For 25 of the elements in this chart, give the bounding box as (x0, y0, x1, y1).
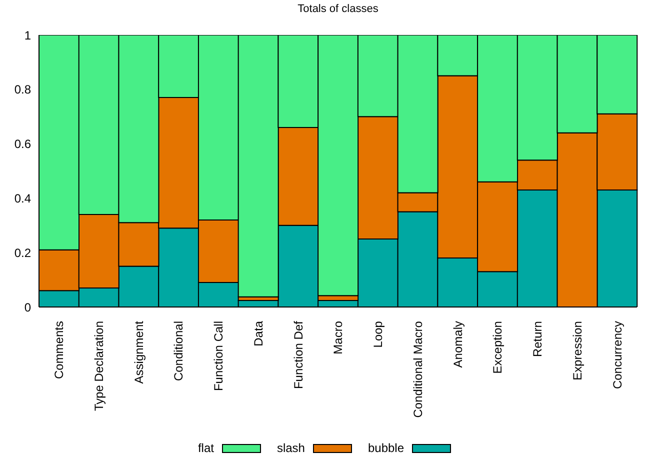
x-tick-label: Function Call (212, 321, 226, 392)
y-tick-label: 0.8 (14, 82, 32, 97)
y-tick-label: 0.4 (14, 191, 32, 206)
x-tick-label: Exception (490, 321, 505, 374)
y-tick-label: 1 (24, 28, 32, 42)
legend-label: slash (276, 441, 305, 455)
legend-label: bubble (368, 441, 404, 455)
x-tick-label: Loop (371, 320, 386, 348)
x-tick-label: Return (530, 321, 545, 358)
x-tick-label: Conditional Macro (410, 320, 425, 418)
x-tick-label: Assignment (132, 320, 146, 384)
y-tick-label: 0 (24, 300, 32, 314)
chart-title: Totals of classes (296, 3, 380, 15)
x-tick-label: Concurrency (610, 321, 624, 390)
x-tick-label: Function Def (291, 320, 306, 390)
y-tick-label: 0.2 (14, 246, 32, 260)
x-tick-label: Anomaly (450, 321, 465, 368)
y-tick-label: 0.6 (14, 137, 32, 152)
x-tick-label: Expression (570, 321, 584, 380)
x-tick-label: Macro (331, 320, 346, 354)
x-tick-label: Data (251, 320, 266, 346)
x-tick-label: Conditional (172, 321, 186, 382)
x-tick-label: Type Declaration (92, 321, 106, 412)
x-tick-label: Comments (52, 321, 66, 380)
legend-label: flat (198, 441, 214, 455)
